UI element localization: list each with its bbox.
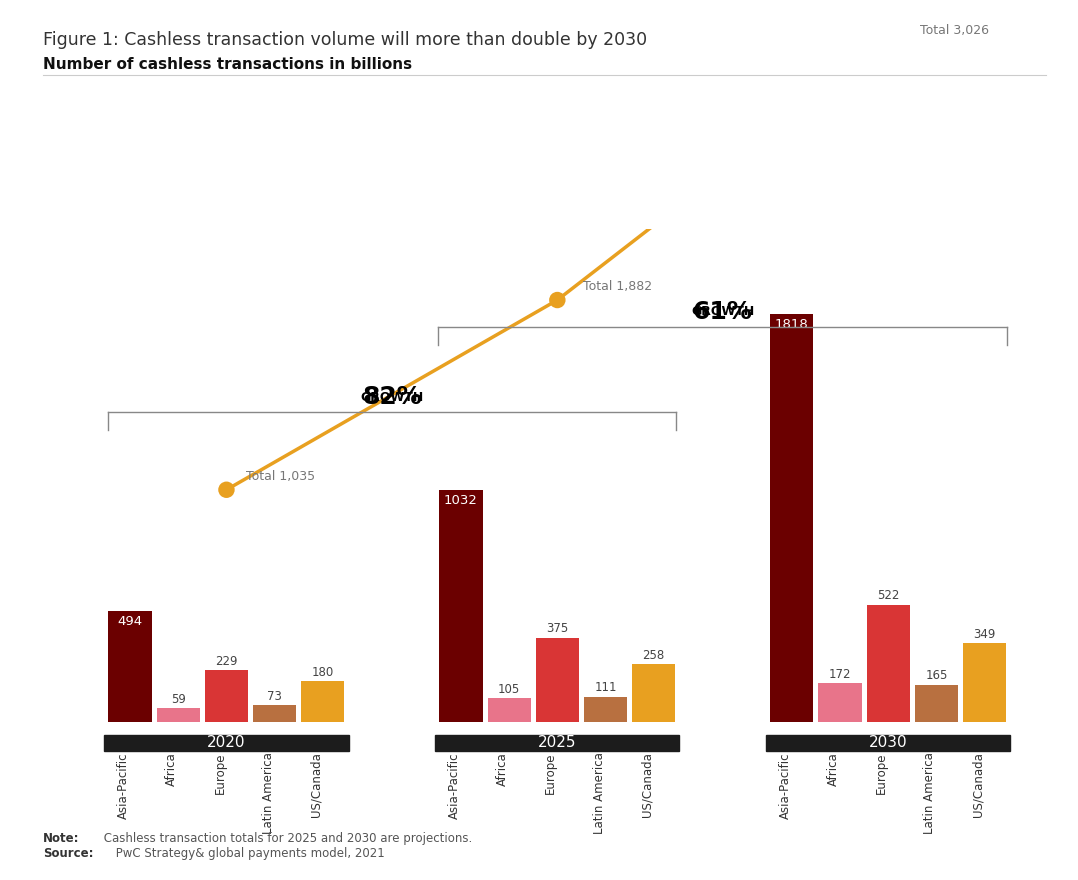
Text: Number of cashless transactions in billions: Number of cashless transactions in billi… [43, 57, 412, 72]
Text: Europe: Europe [875, 752, 888, 794]
Text: PwC Strategy& global payments model, 2021: PwC Strategy& global payments model, 202… [112, 847, 385, 860]
Text: 61%: 61% [693, 300, 752, 324]
Text: GROWTH: GROWTH [360, 391, 424, 404]
Text: 165: 165 [925, 670, 948, 682]
Bar [487, 698, 530, 722]
Text: Latin America: Latin America [924, 752, 937, 834]
Text: Figure 1: Cashless transaction volume will more than double by 2030: Figure 1: Cashless transaction volume wi… [43, 31, 647, 48]
Bar [436, 735, 679, 751]
Text: Total 3,026: Total 3,026 [921, 24, 990, 37]
Text: US/Canada: US/Canada [971, 752, 984, 818]
Bar [105, 735, 348, 751]
Text: 522: 522 [877, 590, 899, 603]
Text: 1032: 1032 [444, 495, 478, 508]
Bar [766, 735, 1010, 751]
Text: Europe: Europe [213, 752, 226, 794]
Bar [771, 314, 814, 722]
Text: 73: 73 [267, 690, 282, 703]
Text: GROWTH: GROWTH [691, 305, 755, 319]
Bar [156, 708, 199, 722]
Text: Cashless transaction totals for 2025 and 2030 are projections.: Cashless transaction totals for 2025 and… [100, 832, 472, 845]
Text: Source:: Source: [43, 847, 94, 860]
Text: 258: 258 [642, 649, 665, 662]
Text: 2030: 2030 [869, 736, 908, 751]
Text: 111: 111 [594, 681, 617, 694]
Text: Europe: Europe [544, 752, 557, 794]
Text: 105: 105 [498, 683, 521, 696]
Text: 180: 180 [312, 666, 334, 679]
Text: Asia-Pacific: Asia-Pacific [779, 752, 792, 819]
Bar [301, 681, 344, 722]
Text: 59: 59 [170, 693, 185, 706]
Text: 229: 229 [216, 655, 238, 668]
Bar [632, 664, 675, 722]
Point [218, 483, 235, 497]
Text: Latin America: Latin America [593, 752, 606, 834]
Text: Africa: Africa [165, 752, 178, 786]
Bar [109, 611, 152, 722]
Text: 349: 349 [973, 628, 996, 642]
Bar [440, 490, 483, 722]
Bar [536, 638, 579, 722]
Text: Total 1,035: Total 1,035 [246, 470, 315, 483]
Text: 375: 375 [547, 622, 568, 635]
Text: Asia-Pacific: Asia-Pacific [448, 752, 461, 819]
Bar [915, 685, 958, 722]
Text: Africa: Africa [496, 752, 509, 786]
Point [549, 293, 566, 307]
Bar [205, 671, 248, 722]
Text: 494: 494 [118, 615, 142, 628]
Text: Asia-Pacific: Asia-Pacific [118, 752, 130, 819]
Text: Note:: Note: [43, 832, 80, 845]
Text: Africa: Africa [827, 752, 840, 786]
Text: Latin America: Latin America [262, 752, 275, 834]
Text: 2020: 2020 [207, 736, 246, 751]
Text: US/Canada: US/Canada [309, 752, 322, 818]
Bar [584, 697, 627, 722]
Text: 1818: 1818 [775, 319, 808, 332]
Bar [963, 643, 1006, 722]
Bar [253, 705, 296, 722]
Text: 2025: 2025 [538, 736, 577, 751]
Point [880, 37, 897, 51]
Text: US/Canada: US/Canada [640, 752, 653, 818]
Bar [867, 605, 910, 722]
Text: 82%: 82% [362, 385, 421, 409]
Text: Total 1,882: Total 1,882 [583, 281, 652, 293]
Bar [818, 683, 861, 722]
Text: 172: 172 [829, 668, 852, 681]
